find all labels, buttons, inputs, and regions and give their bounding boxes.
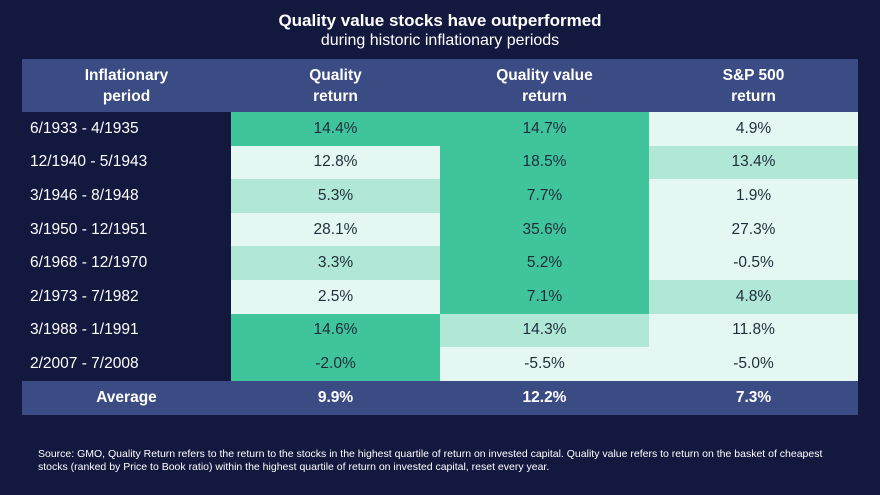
average-row: Average 9.9% 12.2% 7.3% — [22, 380, 858, 415]
column-header-line: Inflationary — [84, 66, 169, 84]
value-cell: 5.2% — [440, 246, 649, 280]
value-cell: 35.6% — [440, 212, 649, 247]
value-cell: 28.1% — [231, 212, 440, 247]
table-row: 3/1950 - 12/1951 28.1% 35.6% 27.3% — [22, 212, 858, 247]
value-cell: 11.8% — [649, 313, 858, 348]
column-header-line: return — [313, 87, 358, 105]
value-cell: -0.5% — [649, 246, 858, 280]
value-cell: 18.5% — [440, 145, 649, 180]
value-cell: 27.3% — [649, 212, 858, 247]
table-row: 3/1988 - 1/1991 14.6% 14.3% 11.8% — [22, 313, 858, 348]
value-cell: 2.5% — [231, 279, 440, 314]
source-note: Source: GMO, Quality Return refers to th… — [38, 448, 823, 473]
column-header: Quality value return — [440, 59, 649, 112]
value-cell: 14.4% — [231, 112, 440, 146]
column-header-line: return — [731, 87, 776, 105]
value-cell: 12.8% — [231, 145, 440, 180]
value-cell: -5.5% — [440, 347, 649, 381]
value-cell: 4.9% — [649, 112, 858, 146]
column-header: Quality return — [231, 59, 440, 112]
period-cell: 6/1933 - 4/1935 — [22, 112, 231, 146]
value-cell: 3.3% — [231, 246, 440, 280]
table-row: 12/1940 - 5/1943 12.8% 18.5% 13.4% — [22, 145, 858, 180]
value-cell: 4.8% — [649, 279, 858, 314]
column-header-line: return — [522, 87, 567, 105]
average-value: 9.9% — [317, 388, 354, 406]
chart-title: Quality value stocks have outperformed — [278, 11, 602, 30]
value-cell: 7.7% — [440, 179, 649, 213]
average-value: 12.2% — [522, 388, 567, 406]
value-cell: 7.1% — [440, 279, 649, 314]
period-cell: 3/1950 - 12/1951 — [22, 212, 231, 247]
chart-subtitle: during historic inflationary periods — [320, 32, 560, 49]
table-row: 6/1968 - 12/1970 3.3% 5.2% -0.5% — [22, 246, 858, 280]
value-cell: 1.9% — [649, 179, 858, 213]
value-cell: 14.3% — [440, 313, 649, 348]
value-cell: 14.7% — [440, 112, 649, 146]
average-label: Average — [96, 388, 157, 406]
column-header: Inflationary period — [22, 59, 231, 112]
period-cell: 2/2007 - 7/2008 — [22, 347, 231, 381]
value-cell: 14.6% — [231, 313, 440, 348]
period-cell: 3/1946 - 8/1948 — [22, 179, 231, 213]
header-row: Inflationary period Quality return Quality v… — [22, 59, 858, 112]
title-block: Quality value stocks have outperformed d… — [0, 10, 880, 51]
period-cell: 6/1968 - 12/1970 — [22, 246, 231, 280]
average-value: 7.3% — [735, 388, 772, 406]
table-row: 2/1973 - 7/1982 2.5% 7.1% 4.8% — [22, 279, 858, 314]
column-header-line: Quality — [309, 66, 362, 84]
value-cell: 5.3% — [231, 179, 440, 213]
column-header: S&P 500 return — [649, 59, 858, 112]
returns-table: Inflationary period Quality return Quality v… — [22, 59, 858, 415]
column-header-line: S&P 500 — [722, 66, 785, 84]
table-row: 6/1933 - 4/1935 14.4% 14.7% 4.9% — [22, 112, 858, 146]
table-row: 3/1946 - 8/1948 5.3% 7.7% 1.9% — [22, 179, 858, 213]
period-cell: 3/1988 - 1/1991 — [22, 313, 231, 348]
table-row: 2/2007 - 7/2008 -2.0% -5.5% -5.0% — [22, 347, 858, 381]
column-header-line: period — [102, 87, 151, 105]
value-cell: 13.4% — [649, 145, 858, 180]
period-cell: 12/1940 - 5/1943 — [22, 145, 231, 180]
value-cell: -2.0% — [231, 347, 440, 381]
column-header-line: Quality value — [496, 66, 593, 84]
period-cell: 2/1973 - 7/1982 — [22, 279, 231, 314]
value-cell: -5.0% — [649, 347, 858, 381]
